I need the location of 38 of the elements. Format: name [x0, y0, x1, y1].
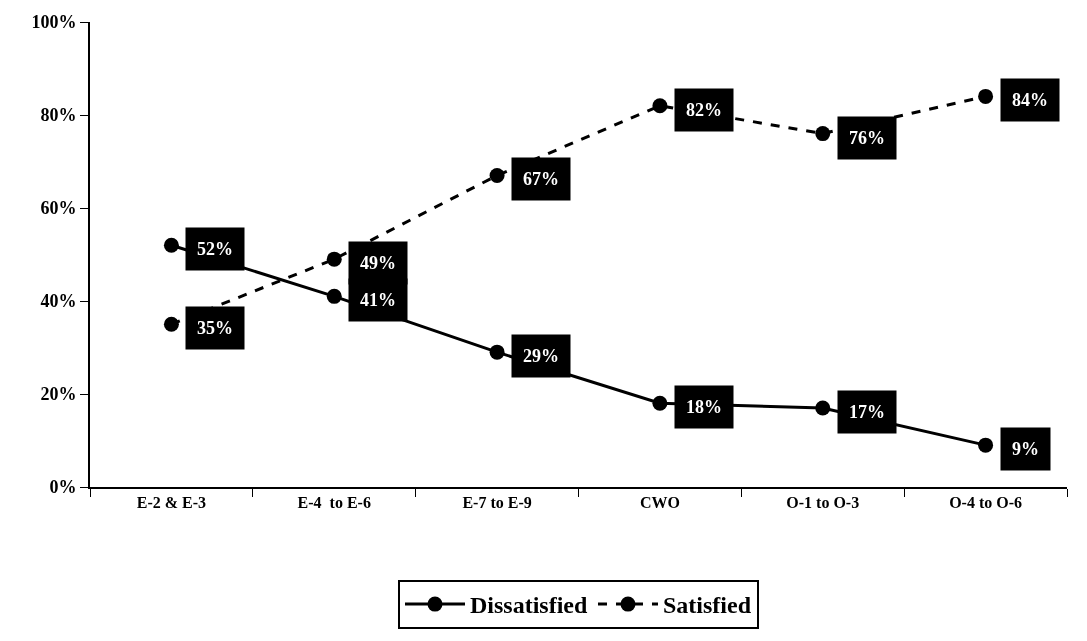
point — [163, 316, 179, 332]
point — [652, 98, 668, 114]
data-label: 49% — [360, 253, 396, 273]
data-label: 29% — [523, 346, 559, 366]
x-tick-label: O-4 to O-6 — [949, 494, 1023, 512]
point — [489, 344, 505, 360]
data-label: 9% — [1012, 439, 1039, 459]
legend-label: Satisfied — [662, 592, 752, 619]
x-tick-label: O-1 to O-3 — [786, 494, 860, 512]
data-label: 35% — [197, 318, 233, 338]
y-tick-label: 20% — [40, 384, 77, 405]
y-tick-label: 40% — [40, 291, 77, 312]
data-label: 52% — [197, 239, 233, 259]
x-tick-label: E-4 to E-6 — [297, 494, 371, 512]
y-tick-label: 0% — [49, 477, 77, 498]
data-label: 76% — [849, 128, 885, 148]
legend-label: Dissatisfied — [470, 592, 588, 619]
data-label: 18% — [686, 397, 722, 417]
point — [326, 288, 342, 304]
point — [978, 88, 994, 104]
data-label: 17% — [849, 402, 885, 422]
point — [815, 126, 831, 142]
data-label: 82% — [686, 100, 722, 120]
point — [489, 167, 505, 183]
point — [163, 237, 179, 253]
point — [978, 437, 994, 453]
data-label: 41% — [360, 290, 396, 310]
point — [815, 400, 831, 416]
point — [326, 251, 342, 267]
data-label: 84% — [1012, 90, 1048, 110]
data-label: 67% — [523, 169, 559, 189]
y-tick-label: 60% — [40, 198, 77, 219]
point — [652, 395, 668, 411]
y-tick-label: 100% — [31, 12, 77, 33]
y-tick-label: 80% — [40, 105, 77, 126]
x-tick-label: CWO — [639, 494, 680, 512]
x-tick-label: E-7 to E-9 — [462, 494, 532, 512]
x-tick-label: E-2 & E-3 — [136, 494, 207, 512]
